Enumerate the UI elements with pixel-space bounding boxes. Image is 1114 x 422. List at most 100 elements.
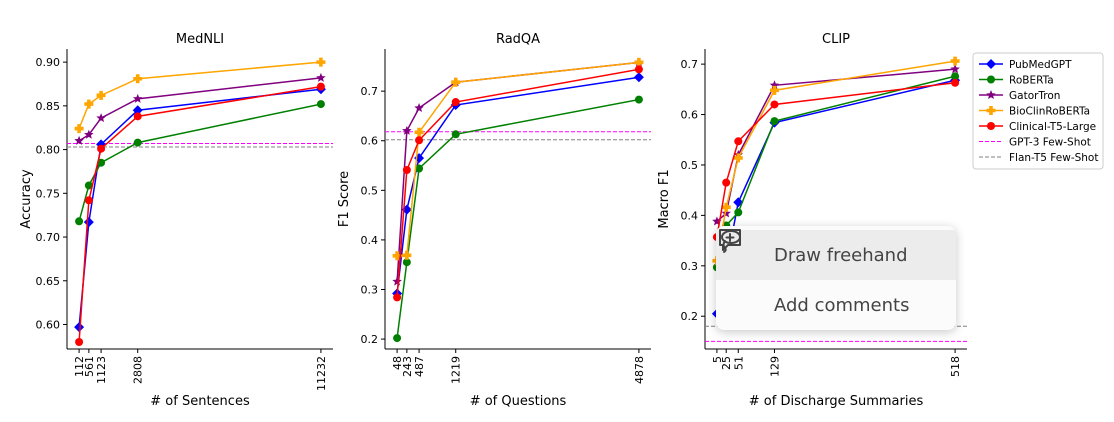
series-line [396, 98, 640, 339]
x-tick-label: 112 [73, 356, 86, 377]
y-tick-label: 0.60 [36, 319, 61, 332]
data-point [132, 105, 143, 116]
legend-marker [986, 106, 996, 115]
y-tick-label: 0.3 [681, 260, 699, 273]
x-tick-label: 2808 [132, 356, 145, 384]
y-tick-label: 0.6 [681, 109, 699, 122]
x-tick-label: 243 [401, 356, 414, 377]
x-tick-label: 129 [768, 356, 781, 377]
data-point [414, 103, 424, 113]
data-point [402, 250, 412, 260]
x-axis-label: # of Questions [470, 394, 567, 409]
data-point [721, 202, 731, 212]
data-point [414, 127, 424, 137]
data-point [74, 135, 84, 145]
data-point [75, 338, 84, 347]
legend-label: PubMedGPT [1009, 59, 1072, 71]
legend-marker [987, 75, 995, 84]
y-axis-label: F1 Score [337, 171, 352, 227]
data-point [97, 158, 106, 167]
data-point [96, 113, 106, 123]
add-comments-menu-item[interactable]: Add comments [716, 229, 956, 330]
data-point [451, 77, 461, 87]
data-point [133, 138, 142, 147]
add-comments-label: Add comments [774, 294, 910, 316]
data-point [770, 100, 779, 109]
series-line [78, 88, 321, 328]
data-point [84, 181, 93, 190]
y-tick-label: 0.3 [361, 283, 379, 296]
y-tick-label: 0.70 [36, 231, 61, 244]
data-point [316, 72, 326, 82]
legend-label: RoBERTa [1009, 75, 1054, 87]
x-tick-label: 4878 [633, 356, 646, 384]
x-tick-label: 11232 [315, 356, 328, 391]
legend: PubMedGPT RoBERTa GatorTron BioClinRoBERTa C… [972, 52, 1104, 170]
series-line [78, 85, 322, 343]
y-tick-label: 0.75 [36, 187, 61, 200]
draw-freehand-menu-item[interactable]: Draw freehand [716, 230, 956, 280]
y-tick-label: 0.65 [36, 275, 61, 288]
data-point [451, 130, 460, 139]
data-point [733, 153, 743, 163]
legend-marker [986, 90, 996, 100]
data-point [951, 78, 960, 87]
data-point [316, 100, 325, 109]
legend-label: BioClinRoBERTa [1009, 106, 1090, 118]
data-point [96, 90, 106, 100]
x-axis-label: # of Sentences [150, 394, 250, 409]
data-point [451, 98, 460, 107]
y-tick-label: 0.6 [361, 135, 379, 148]
data-point [721, 208, 731, 218]
series-line [396, 68, 640, 298]
chart-title: MedNLI [176, 32, 224, 47]
y-tick-label: 0.80 [36, 144, 61, 157]
data-point [634, 95, 643, 104]
data-point [74, 124, 84, 134]
chart-panel-2: 0.2 0.3 0.4 0.5 0.6 0.7 525 51 129 518 CLIP # of Di… [657, 32, 967, 409]
y-tick-label: 0.85 [36, 100, 61, 113]
x-tick-label: 25 [720, 356, 733, 370]
comment-plus-icon [719, 229, 762, 319]
data-point [633, 72, 644, 83]
x-tick-label: 5 [711, 356, 724, 363]
y-axis-label: Accuracy [19, 169, 34, 229]
x-tick-label: 51 [732, 356, 745, 370]
data-point [97, 144, 106, 153]
y-tick-label: 0.5 [681, 159, 699, 172]
x-tick-label: 1123 [95, 356, 108, 384]
data-point [769, 80, 780, 90]
data-point [634, 57, 644, 67]
data-point [392, 276, 402, 286]
legend-label: Flan-T5 Few-Shot [1009, 152, 1098, 164]
data-point [393, 334, 402, 343]
legend-label: GatorTron [1009, 90, 1060, 102]
y-tick-label: 0.2 [681, 310, 699, 323]
data-point [133, 74, 143, 84]
data-point [75, 217, 84, 226]
data-point [392, 251, 402, 261]
series-line [396, 76, 640, 294]
legend-marker [986, 59, 996, 69]
data-point [316, 82, 325, 91]
legend-marker [987, 122, 995, 130]
data-point [415, 164, 424, 173]
chart-title: RadQA [496, 32, 540, 47]
data-point [734, 137, 743, 146]
data-point [950, 64, 960, 74]
y-tick-label: 0.5 [361, 184, 379, 197]
y-tick-label: 0.90 [36, 56, 61, 69]
data-point [133, 112, 142, 121]
series-line [78, 61, 321, 129]
data-point [83, 217, 94, 228]
series-line [716, 68, 956, 223]
data-point [84, 99, 94, 109]
data-point [84, 129, 94, 139]
data-point [950, 56, 960, 66]
x-tick-label: 487 [413, 356, 426, 377]
y-tick-label: 0.7 [361, 85, 379, 98]
y-tick-label: 0.4 [361, 234, 379, 247]
data-point [393, 293, 402, 302]
